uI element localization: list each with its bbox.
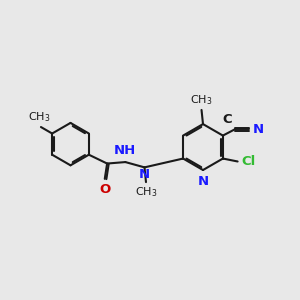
Text: N: N: [197, 175, 208, 188]
Text: O: O: [99, 183, 110, 196]
Text: C: C: [222, 112, 232, 126]
Text: N: N: [139, 168, 150, 181]
Text: CH$_3$: CH$_3$: [190, 93, 213, 107]
Text: Cl: Cl: [241, 155, 255, 168]
Text: CH$_3$: CH$_3$: [135, 185, 157, 199]
Text: N: N: [253, 123, 264, 136]
Text: NH: NH: [114, 144, 136, 158]
Text: CH$_3$: CH$_3$: [28, 110, 51, 124]
